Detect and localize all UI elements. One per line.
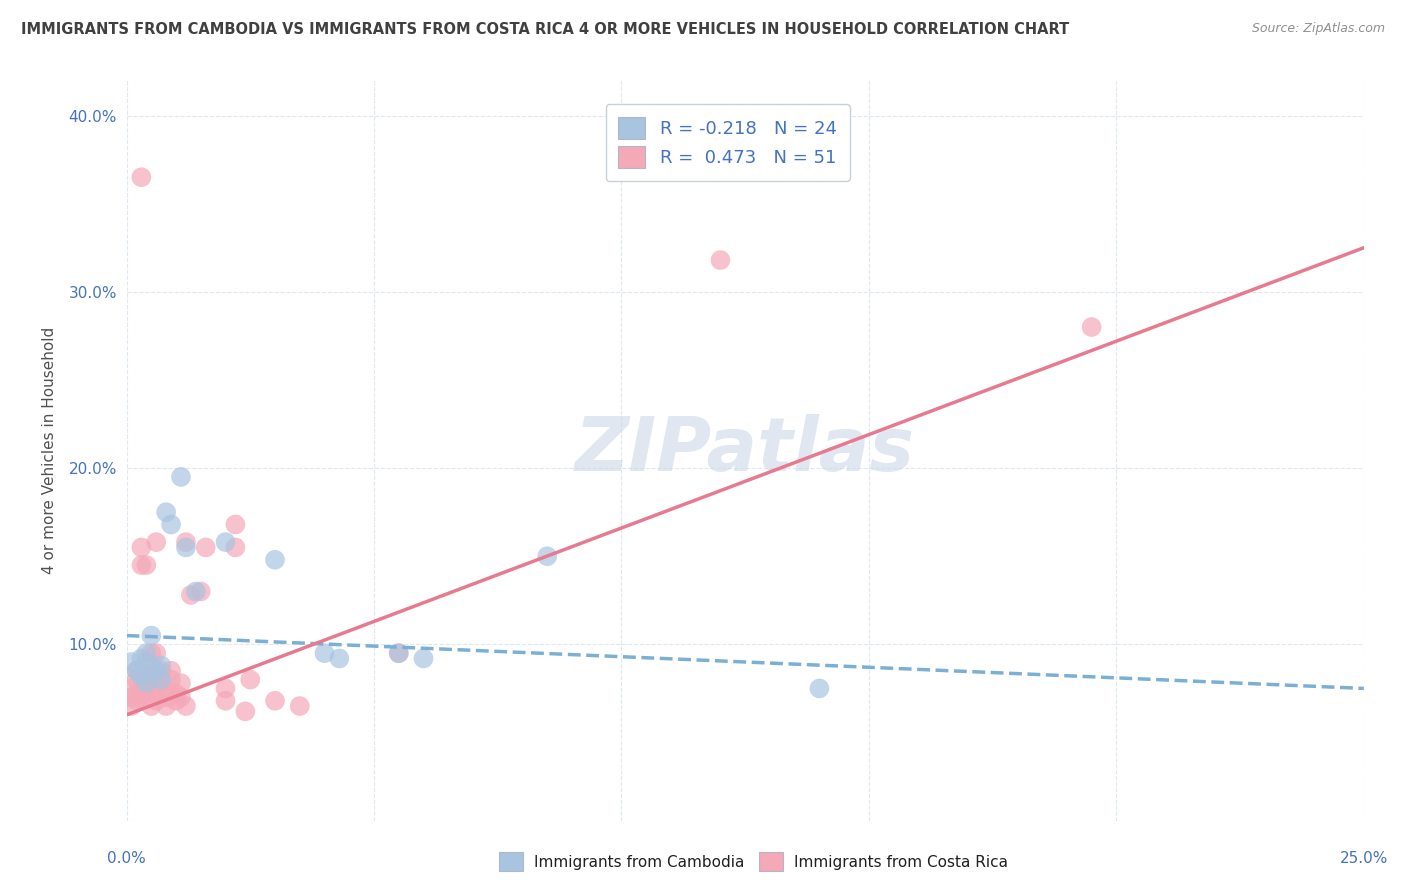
- Point: [145, 535, 167, 549]
- Point: [264, 694, 287, 708]
- Point: [131, 681, 153, 696]
- Point: [412, 651, 434, 665]
- Point: [155, 690, 177, 705]
- Text: Source: ZipAtlas.com: Source: ZipAtlas.com: [1251, 22, 1385, 36]
- Point: [709, 253, 731, 268]
- Point: [150, 676, 173, 690]
- Point: [131, 651, 153, 665]
- Point: [536, 549, 558, 564]
- Point: [155, 681, 177, 696]
- Legend: R = -0.218   N = 24, R =  0.473   N = 51: R = -0.218 N = 24, R = 0.473 N = 51: [606, 104, 849, 181]
- Point: [239, 673, 262, 687]
- Point: [135, 676, 157, 690]
- Point: [233, 704, 256, 718]
- Point: [145, 664, 167, 678]
- Point: [141, 699, 163, 714]
- Text: IMMIGRANTS FROM CAMBODIA VS IMMIGRANTS FROM COSTA RICA 4 OR MORE VEHICLES IN HOU: IMMIGRANTS FROM CAMBODIA VS IMMIGRANTS F…: [21, 22, 1070, 37]
- Point: [388, 646, 411, 660]
- Point: [160, 664, 183, 678]
- Point: [141, 628, 163, 642]
- Point: [125, 673, 148, 687]
- Point: [224, 517, 246, 532]
- Text: Immigrants from Cambodia: Immigrants from Cambodia: [534, 855, 745, 870]
- Point: [121, 699, 143, 714]
- Point: [125, 664, 148, 678]
- Text: 0.0%: 0.0%: [107, 851, 146, 866]
- Point: [145, 687, 167, 701]
- Point: [314, 646, 336, 660]
- Point: [214, 535, 236, 549]
- Point: [131, 558, 153, 572]
- Point: [155, 699, 177, 714]
- Point: [180, 588, 202, 602]
- Point: [135, 655, 157, 669]
- Point: [135, 646, 157, 660]
- Point: [194, 541, 217, 555]
- Point: [155, 505, 177, 519]
- Point: [145, 694, 167, 708]
- Point: [170, 690, 193, 705]
- Point: [150, 673, 173, 687]
- Point: [125, 687, 148, 701]
- Text: 25.0%: 25.0%: [1340, 851, 1388, 866]
- Point: [121, 681, 143, 696]
- Point: [131, 690, 153, 705]
- Point: [131, 541, 153, 555]
- Point: [214, 694, 236, 708]
- Point: [141, 646, 163, 660]
- Point: [264, 553, 287, 567]
- Point: [174, 541, 197, 555]
- Point: [170, 470, 193, 484]
- Point: [190, 584, 212, 599]
- Text: ZIPatlas: ZIPatlas: [575, 414, 915, 487]
- Point: [150, 664, 173, 678]
- Point: [145, 646, 167, 660]
- Point: [131, 669, 153, 683]
- Point: [174, 699, 197, 714]
- Point: [141, 681, 163, 696]
- Point: [388, 646, 411, 660]
- Point: [141, 669, 163, 683]
- Point: [214, 681, 236, 696]
- Point: [165, 694, 187, 708]
- Point: [1080, 320, 1102, 334]
- Point: [135, 687, 157, 701]
- Point: [125, 664, 148, 678]
- Point: [174, 535, 197, 549]
- Point: [135, 558, 157, 572]
- Point: [121, 690, 143, 705]
- Point: [328, 651, 350, 665]
- Y-axis label: 4 or more Vehicles in Household: 4 or more Vehicles in Household: [42, 326, 58, 574]
- Point: [141, 658, 163, 673]
- Point: [135, 673, 157, 687]
- Point: [288, 699, 311, 714]
- Point: [184, 584, 207, 599]
- Text: Immigrants from Costa Rica: Immigrants from Costa Rica: [794, 855, 1008, 870]
- Point: [165, 687, 187, 701]
- Point: [808, 681, 831, 696]
- Point: [170, 676, 193, 690]
- Point: [150, 658, 173, 673]
- Point: [224, 541, 246, 555]
- Point: [131, 170, 153, 185]
- Point: [121, 655, 143, 669]
- Point: [125, 694, 148, 708]
- Point: [160, 517, 183, 532]
- Point: [160, 673, 183, 687]
